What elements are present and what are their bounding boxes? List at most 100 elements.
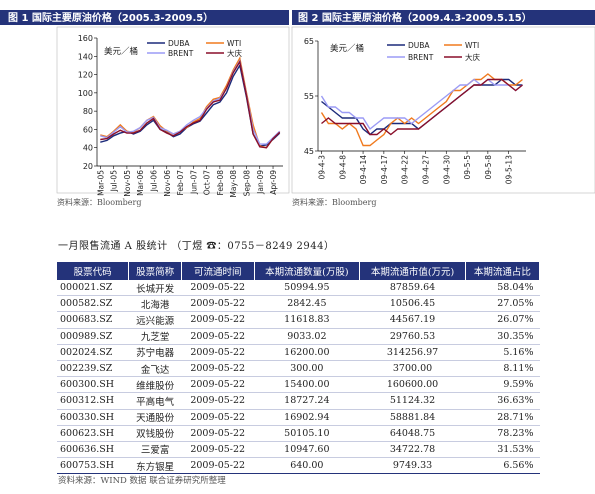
x-tick-label: 09-4-14 — [359, 155, 368, 184]
table-cell: 2842.45 — [254, 295, 360, 313]
legend-label: 大庆 — [227, 48, 242, 58]
table-cell: 16902.94 — [254, 409, 360, 426]
x-tick-label: Mar-05 — [96, 170, 105, 196]
x-tick-label: 09-4-30 — [442, 155, 451, 184]
column-header: 本期流通占比 — [465, 262, 541, 280]
column-header: 可流通时间 — [181, 262, 255, 280]
x-tick-label: 09-4-22 — [401, 155, 410, 184]
x-tick-label: Oct-07 — [203, 170, 212, 195]
table-cell: 3700.00 — [359, 360, 466, 378]
y-tick-label: 120 — [78, 71, 93, 80]
x-tick-label: 09-4-17 — [380, 155, 389, 184]
y-tick-label: 45 — [304, 147, 314, 156]
x-tick-label: Nov-06 — [163, 170, 172, 197]
table-cell: 三爱富 — [128, 441, 182, 459]
table-cell: 2009-05-22 — [181, 360, 255, 378]
table-cell: 2009-05-22 — [181, 311, 255, 329]
x-tick-label: Jul-05 — [110, 170, 119, 193]
header-row: 股票代码 股票简称 可流通时间 本期流通数量(万股) 本期流通市值(万元) 本期流通占比 — [57, 262, 541, 280]
table-row: 600636.SH 三爱富 2009-05-22 10947.60 34722.78 31… — [57, 441, 540, 459]
unit-label: 美元／桶 — [104, 46, 138, 57]
table-cell: 天通股份 — [128, 409, 182, 426]
table-cell: 64048.75 — [359, 425, 466, 442]
table-cell: 2009-05-22 — [181, 441, 255, 459]
table-row: 000021.SZ 长城开发 2009-05-22 50994.95 87859.64 5… — [57, 278, 540, 297]
table-cell: 6.56% — [465, 457, 540, 475]
x-tick-label: Feb-08 — [216, 170, 225, 196]
table-cell: 002239.SZ — [57, 360, 129, 378]
title-bar — [0, 10, 289, 25]
x-tick-label: May-08 — [229, 170, 238, 198]
x-tick-label: 09-5-13 — [505, 155, 514, 184]
series-line — [320, 73, 523, 147]
table-cell: 640.00 — [254, 457, 360, 475]
series-line — [100, 59, 281, 149]
legend-label: DUBA — [168, 39, 190, 48]
y-tick-label: 65 — [304, 37, 314, 46]
table-cell: 2009-05-22 — [181, 392, 255, 410]
table: 股票代码 股票简称 可流通时间 本期流通数量(万股) 本期流通市值(万元) 本期流通占比 … — [57, 262, 541, 475]
table-cell: 000021.SZ — [57, 278, 129, 297]
table-row: 000582.SZ 北海港 2009-05-22 2842.45 10506.45 27.… — [57, 295, 540, 313]
chart-source: 资料来源：Bloomberg — [57, 198, 142, 207]
table-cell: 2009-05-22 — [181, 425, 255, 442]
table-cell: 2009-05-22 — [181, 376, 255, 394]
table-cell: 16200.00 — [254, 344, 360, 361]
chart-title: 图 2 国际主要原油价格（2009.4.3-2009.5.15） — [298, 11, 532, 24]
table-cell: 北海港 — [128, 295, 182, 313]
table-row: 000989.SZ 九芝堂 2009-05-22 9033.02 29760.53 30.… — [57, 328, 540, 345]
charts: 20 40 60 80 100 120 140 160 Mar-05 Jul-05 Nov-05 Ma… — [0, 10, 595, 198]
table-cell: 600753.SH — [57, 457, 129, 475]
table-cell: 87859.64 — [359, 278, 466, 297]
table-cell: 11618.83 — [254, 311, 360, 329]
table-cell: 600330.SH — [57, 409, 129, 426]
table-cell: 10947.60 — [254, 441, 360, 459]
table-row: 002024.SZ 苏宁电器 2009-05-22 16200.00 314256.97… — [57, 344, 540, 361]
chart-source: 资料来源：Bloomberg — [292, 198, 377, 207]
table-cell: 44567.19 — [359, 311, 466, 329]
legend-label: 大庆 — [465, 52, 480, 62]
column-header: 本期流通市值(万元) — [359, 262, 466, 280]
table-cell: 2009-05-22 — [181, 278, 255, 297]
column-header: 本期流通数量(万股) — [254, 262, 361, 280]
unit-label: 美元／桶 — [330, 43, 364, 54]
x-tick-label: 09-5-8 — [484, 155, 493, 180]
table-cell: 58.04% — [465, 278, 540, 297]
y-tick-label: 80 — [83, 107, 93, 116]
table-cell: 300.00 — [254, 360, 360, 378]
y-tick-label: 20 — [83, 162, 93, 171]
chart-title: 图 1 国际主要原油价格（2005.3-2009.5） — [8, 11, 213, 24]
table-source: 资料来源：WIND 数据 联合证券研究所整理 — [58, 476, 226, 486]
x-tick-label: Feb-07 — [176, 170, 185, 196]
table-cell: 长城开发 — [128, 278, 182, 297]
table-cell: 8.11% — [465, 360, 540, 378]
y-tick-label: 60 — [83, 125, 93, 134]
table-row: 600753.SH 东方银星 2009-05-22 640.00 9749.33 6.56… — [57, 457, 540, 475]
table-cell: 2009-05-22 — [181, 409, 255, 426]
y-tick-label: 100 — [78, 89, 93, 98]
table-cell: 2009-05-22 — [181, 328, 255, 345]
table-row: 002239.SZ 金飞达 2009-05-22 300.00 3700.00 8.11% — [57, 360, 540, 378]
table-cell: 27.05% — [465, 295, 540, 313]
x-tick-label: Jul-06 — [149, 170, 158, 193]
x-tick-label: Apr-09 — [269, 170, 278, 195]
table-cell: 600636.SH — [57, 441, 129, 459]
y-tick-label: 40 — [83, 144, 93, 153]
table-cell: 000683.SZ — [57, 311, 129, 329]
y-tick-label: 140 — [78, 52, 93, 61]
table-cell: 维维股份 — [128, 376, 182, 394]
table-cell: 18727.24 — [254, 392, 360, 410]
series-line — [320, 78, 523, 131]
table-cell: 34722.78 — [359, 441, 466, 459]
table-cell: 东方银星 — [128, 457, 182, 475]
table-cell: 远兴能源 — [128, 311, 182, 329]
y-tick-label: 55 — [304, 92, 314, 101]
x-tick-label: Nov-05 — [123, 170, 132, 197]
table-cell: 000989.SZ — [57, 328, 129, 345]
table-cell: 10506.45 — [359, 295, 466, 313]
table-cell: 58881.84 — [359, 409, 466, 426]
x-tick-label: Mar-06 — [136, 170, 145, 196]
table-cell: 314256.97 — [359, 344, 466, 361]
table-cell: 9.59% — [465, 376, 540, 394]
